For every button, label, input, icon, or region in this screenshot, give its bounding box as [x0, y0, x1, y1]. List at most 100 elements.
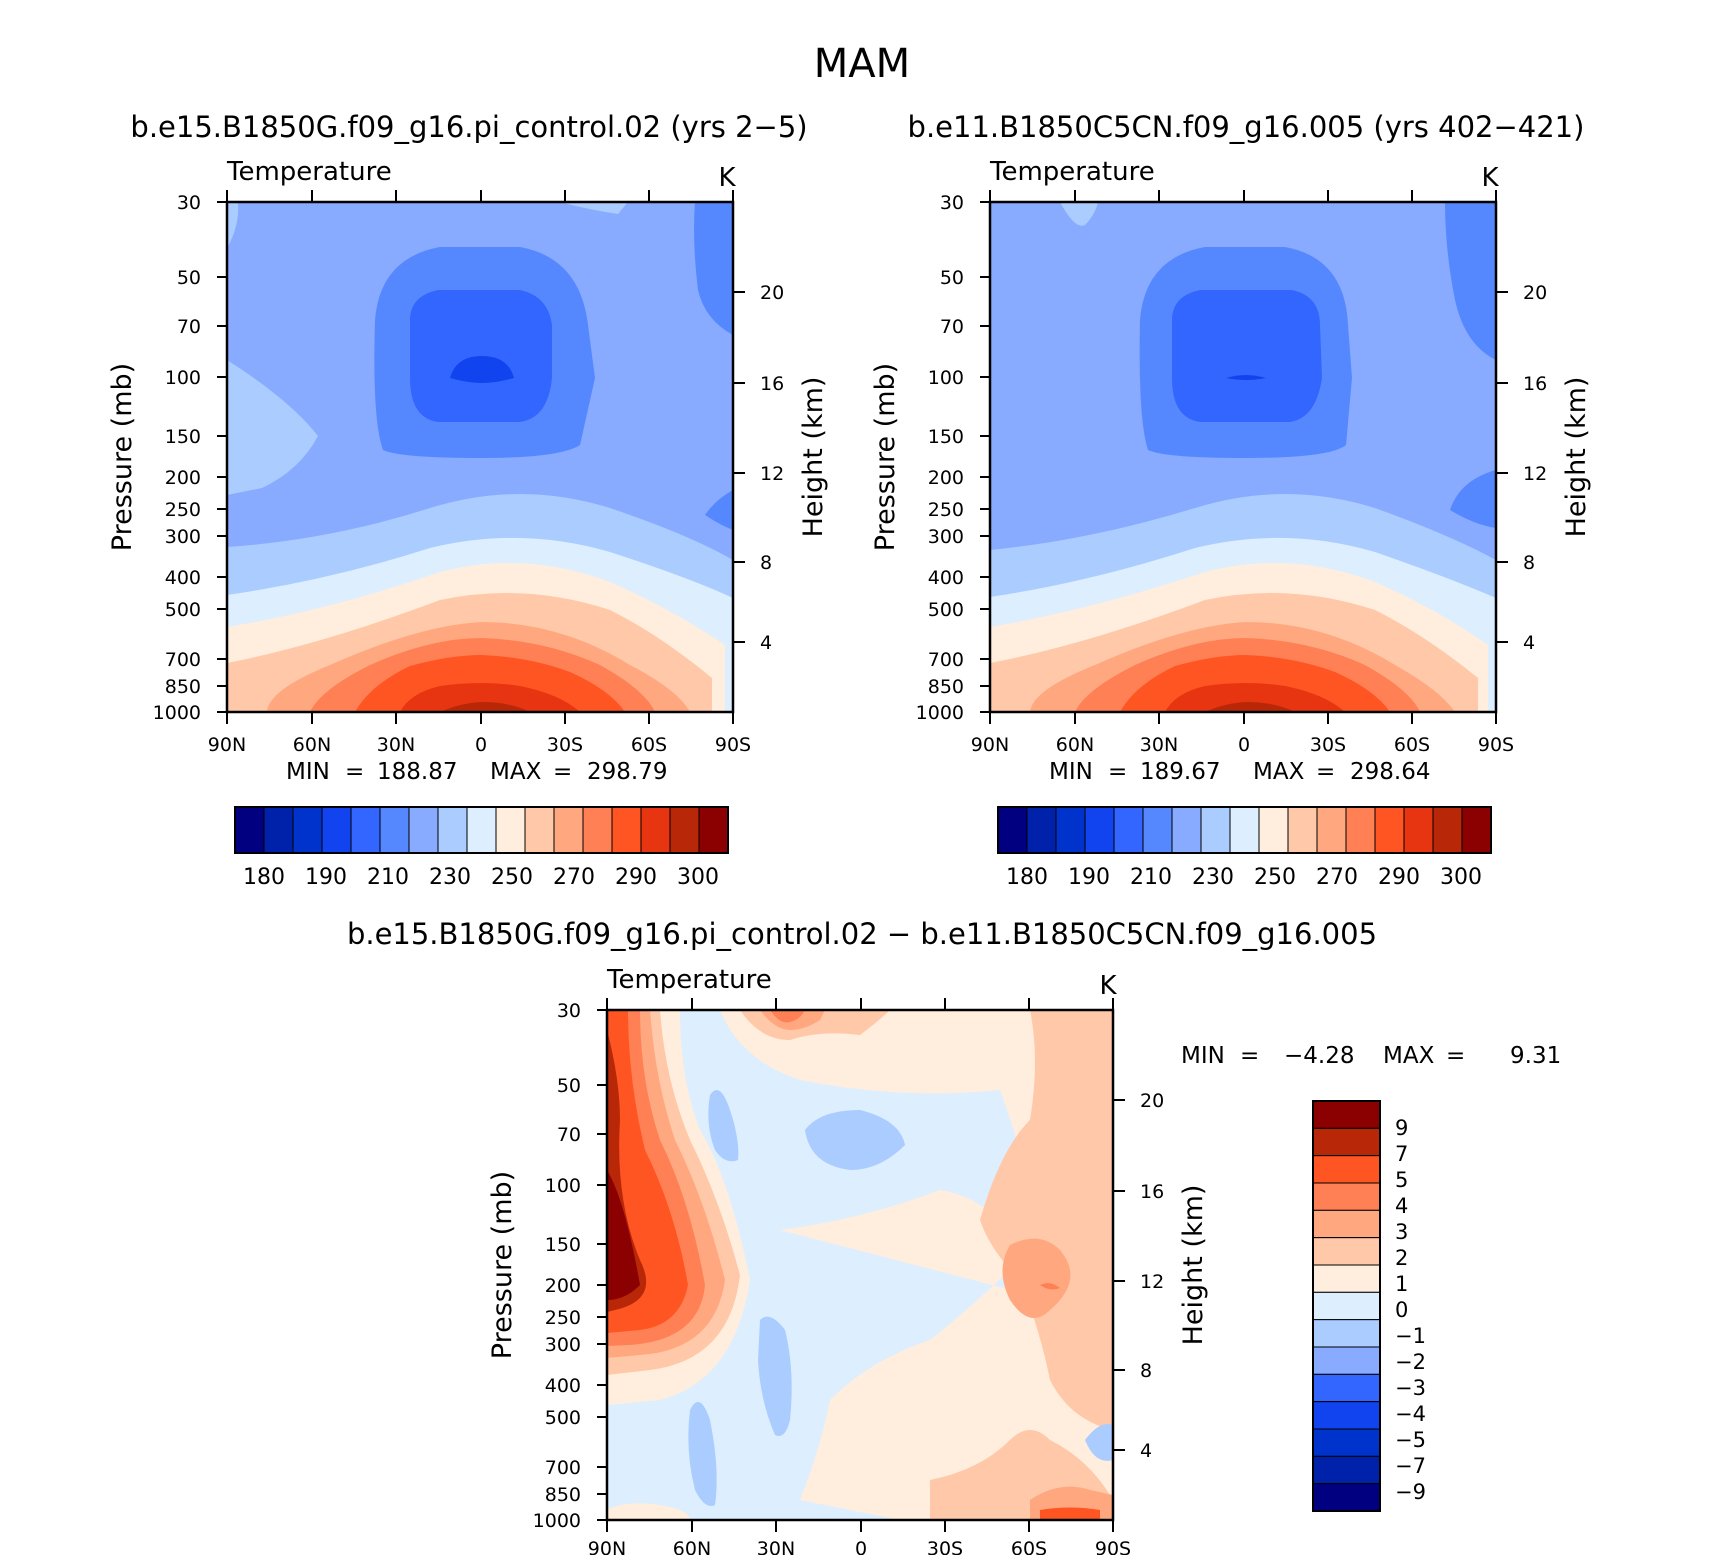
y-tick-label: 700	[165, 649, 201, 671]
colorbar-swatch	[1113, 806, 1144, 854]
y-tick-label: 70	[177, 316, 201, 338]
y-tick-label: 200	[545, 1275, 581, 1297]
y-tick-label: 700	[545, 1457, 581, 1479]
panel1-height-axis-title: Height (km)	[798, 377, 829, 538]
height-tick-label: 4	[760, 632, 772, 654]
panel2-colorbar-labels: 180 190 210 230 250 270 290 300	[1006, 865, 1482, 890]
colorbar-swatch	[1312, 1373, 1381, 1403]
panel3-variable-label: Temperature	[606, 965, 772, 995]
panel2-title: b.e11.B1850C5CN.f09_g16.005 (yrs 402−421…	[908, 110, 1585, 144]
y-tick-label: 30	[557, 1000, 581, 1022]
y-tick-label: 500	[928, 599, 964, 621]
y-tick-label: 50	[557, 1075, 581, 1097]
colorbar-swatch	[321, 806, 352, 854]
max-label: MAX	[1383, 1043, 1435, 1069]
contour-band	[400, 683, 580, 712]
height-tick-label: 20	[1523, 282, 1547, 304]
equals-sign: =	[345, 759, 364, 785]
y-tick-label: 30	[177, 192, 201, 214]
colorbar-swatch	[1229, 806, 1260, 854]
panel3-y-axis-title: Pressure (mb)	[487, 1171, 518, 1359]
colorbar-swatch	[292, 806, 323, 854]
contour-band	[980, 1010, 1113, 1430]
max-value: 298.64	[1350, 759, 1430, 785]
x-tick-label: 30S	[1310, 734, 1346, 756]
equals-sign: =	[1240, 1043, 1259, 1069]
colorbar-label: 270	[1316, 865, 1358, 890]
y-tick-label: 70	[940, 316, 964, 338]
equals-sign: =	[1108, 759, 1127, 785]
colorbar-swatch	[1258, 806, 1289, 854]
y-tick-label: 100	[165, 367, 201, 389]
colorbar-swatch	[1312, 1127, 1381, 1157]
colorbar-swatch	[524, 806, 555, 854]
panel2-x-tick-labels: 90N 60N 30N 0 30S 60S 90S	[971, 734, 1514, 756]
colorbar-swatch	[1312, 1483, 1381, 1512]
colorbar-label: 180	[1006, 865, 1048, 890]
max-label: MAX	[1253, 759, 1305, 785]
min-label: MIN	[286, 759, 330, 785]
contour-band	[758, 1316, 792, 1436]
colorbar-label: 300	[1440, 865, 1482, 890]
y-tick-label: 1000	[533, 1510, 581, 1532]
colorbar-swatch	[466, 806, 497, 854]
height-tick-label: 12	[1140, 1271, 1164, 1293]
panel2-y-tick-labels: 30 50 70 100 150 200 250 300 400 500 700…	[916, 192, 964, 724]
contour-band	[1165, 683, 1345, 712]
y-tick-label: 1000	[153, 702, 201, 724]
x-tick-label: 30N	[757, 1538, 795, 1555]
colorbar-swatch	[437, 806, 468, 854]
colorbar-swatch	[350, 806, 381, 854]
contour-band	[1060, 202, 1098, 226]
y-tick-label: 50	[940, 267, 964, 289]
contour-band	[607, 1170, 640, 1300]
season-title: MAM	[814, 41, 910, 87]
contour-band	[708, 1090, 739, 1162]
colorbar-swatch	[408, 806, 439, 854]
colorbar-swatch	[1200, 806, 1231, 854]
contour-band	[720, 1010, 1113, 1300]
x-tick-label: 0	[855, 1538, 867, 1555]
height-tick-label: 12	[760, 463, 784, 485]
colorbar-swatch	[1403, 806, 1434, 854]
contour-band	[1205, 702, 1295, 712]
min-value: 188.87	[377, 759, 457, 785]
y-tick-label: 30	[940, 192, 964, 214]
contour-band	[1085, 1424, 1113, 1461]
panel3-height-axis-title: Height (km)	[1178, 1185, 1209, 1346]
colorbar-swatch	[1312, 1346, 1381, 1375]
min-label: MIN	[1181, 1043, 1225, 1069]
x-tick-label: 60S	[631, 734, 667, 756]
colorbar-swatch	[1312, 1291, 1381, 1321]
panel3-y-tick-labels: 30 50 70 100 150 200 250 300 400 500 700…	[533, 1000, 581, 1532]
panel3-contour-field	[607, 1010, 1113, 1520]
panel3-colorbar	[1312, 1100, 1381, 1512]
x-tick-label: 30N	[1140, 734, 1178, 756]
x-tick-label: 60N	[293, 734, 331, 756]
height-tick-label: 8	[1140, 1360, 1152, 1382]
panel2-contour-field	[990, 202, 1496, 712]
panel2-height-tick-labels: 20 16 12 8 4	[1523, 282, 1547, 654]
y-tick-label: 70	[557, 1124, 581, 1146]
panel-case1: b.e15.B1850G.f09_g16.pi_control.02 (yrs …	[107, 110, 829, 890]
x-tick-label: 30S	[547, 734, 583, 756]
colorbar-label: 250	[491, 865, 533, 890]
colorbar-swatch	[1142, 806, 1173, 854]
colorbar-label: 190	[305, 865, 347, 890]
colorbar-label: 2	[1395, 1246, 1408, 1270]
y-tick-label: 850	[545, 1484, 581, 1506]
colorbar-swatch	[495, 806, 526, 854]
colorbar-label: −7	[1395, 1454, 1426, 1478]
colorbar-label: −4	[1395, 1402, 1426, 1426]
panel3-height-tick-labels: 20 16 12 8 4	[1140, 1090, 1164, 1462]
contour-band	[1450, 470, 1496, 528]
colorbar-swatch	[611, 806, 642, 854]
panel1-y-axis-title: Pressure (mb)	[107, 363, 138, 551]
y-tick-label: 500	[545, 1407, 581, 1429]
equals-sign: =	[1446, 1043, 1465, 1069]
panel3-colorbar-labels: 9 7 5 4 3 2 1 0 −1 −2 −3 −4 −5 −7 −9	[1395, 1116, 1426, 1504]
contour-band	[694, 202, 733, 335]
colorbar-label: 190	[1068, 865, 1110, 890]
y-tick-label: 850	[928, 676, 964, 698]
